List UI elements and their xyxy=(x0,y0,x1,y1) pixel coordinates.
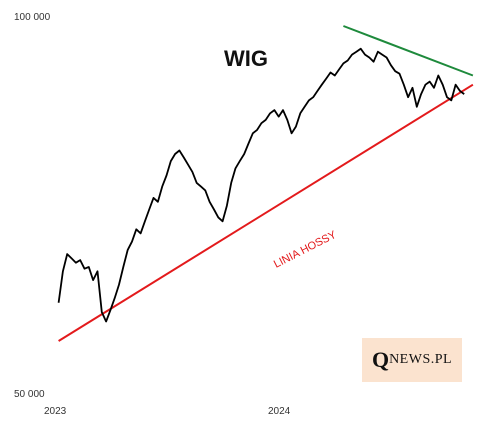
wig-series-line xyxy=(57,47,465,323)
resistance-trendline xyxy=(343,25,474,77)
x-tick-label: 2023 xyxy=(44,406,67,417)
logo-text: NEWS.PL xyxy=(389,352,453,367)
chart-title: WIG xyxy=(224,46,268,71)
qnews-logo: Q NEWS.PL xyxy=(362,338,462,382)
x-tick-label: 2024 xyxy=(268,406,291,417)
y-tick-label: 100 000 xyxy=(14,12,51,23)
hossy-label: LINIA HOSSY xyxy=(272,229,339,271)
y-tick-label: 50 000 xyxy=(14,389,45,400)
hossy-trendline xyxy=(58,83,474,342)
logo-letter: Q xyxy=(371,347,390,372)
